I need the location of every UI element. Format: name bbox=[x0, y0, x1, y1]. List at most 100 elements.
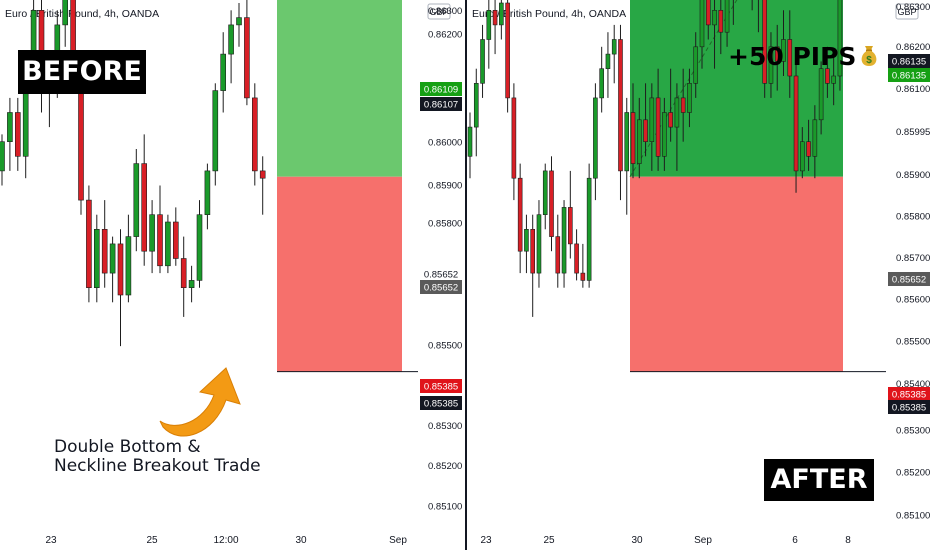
candle-down bbox=[618, 39, 623, 172]
candle-up bbox=[662, 112, 667, 157]
candle-down bbox=[668, 112, 673, 128]
before-badge: BEFORE bbox=[18, 50, 146, 94]
candle-up bbox=[149, 214, 155, 252]
price-tag-gray bbox=[888, 272, 930, 286]
candle-up bbox=[94, 229, 100, 289]
x-tick-label: Sep bbox=[694, 535, 712, 546]
price-tag-gray bbox=[420, 280, 462, 294]
after-badge: AFTER bbox=[764, 459, 874, 501]
candle-up bbox=[837, 0, 843, 77]
candle-up bbox=[486, 10, 492, 40]
result-label: +50 PIPS $ bbox=[728, 42, 879, 71]
x-tick-label: 23 bbox=[480, 535, 492, 546]
profit-zone bbox=[630, 0, 843, 177]
y-tick-label: 0.85300 bbox=[896, 426, 930, 437]
currency-box bbox=[895, 3, 919, 20]
y-tick-label: 0.85400 bbox=[896, 379, 930, 390]
candle-down bbox=[15, 112, 21, 157]
candle-down bbox=[511, 97, 517, 179]
candle-down bbox=[173, 221, 179, 259]
annotation-line-1: Double Bottom & bbox=[54, 437, 201, 457]
candle-up bbox=[204, 170, 211, 215]
candle-up bbox=[599, 68, 604, 99]
candle-down bbox=[705, 0, 711, 26]
candle-up bbox=[687, 83, 692, 113]
candle-up bbox=[586, 177, 592, 281]
candle-up bbox=[480, 39, 485, 84]
candle-down bbox=[180, 258, 187, 289]
loss-zone bbox=[277, 176, 402, 372]
candle-up bbox=[624, 112, 630, 172]
candle-up bbox=[62, 0, 69, 26]
candle-down bbox=[643, 119, 648, 143]
y-tick-label: 0.85500 bbox=[896, 337, 930, 348]
price-tag-green bbox=[420, 82, 462, 96]
loss-zone bbox=[630, 176, 843, 372]
y-tick-label: 0.85800 bbox=[428, 219, 462, 230]
candle-up bbox=[605, 53, 611, 69]
candle-up bbox=[0, 141, 5, 172]
candle-down bbox=[549, 170, 554, 237]
candle-up bbox=[561, 207, 567, 274]
price-tag-red bbox=[420, 379, 462, 393]
panel-divider bbox=[465, 0, 467, 550]
price-tag-red bbox=[888, 387, 930, 401]
candle-up bbox=[220, 53, 226, 91]
candle-down bbox=[762, 0, 767, 84]
svg-text:$: $ bbox=[867, 55, 873, 66]
price-tag-green bbox=[888, 68, 930, 82]
money-bag-icon: $ bbox=[862, 46, 877, 66]
y-tick-label: 0.85800 bbox=[896, 212, 930, 223]
x-tick-label: 30 bbox=[295, 535, 307, 546]
candle-down bbox=[259, 170, 266, 179]
y-tick-label: 0.85100 bbox=[896, 511, 930, 522]
y-tick-label: 0.85600 bbox=[896, 295, 930, 306]
candle-up bbox=[236, 17, 242, 26]
price-tag-label: 0.86135 bbox=[892, 71, 926, 82]
pattern-annotation: Double Bottom & Neckline Breakout Trade bbox=[54, 438, 261, 476]
candle-down bbox=[787, 39, 793, 77]
candle-up bbox=[712, 10, 717, 26]
candle-down bbox=[568, 207, 573, 245]
x-tick-label: 25 bbox=[543, 535, 555, 546]
candle-up bbox=[800, 141, 805, 172]
price-tag-label: 0.85385 bbox=[424, 382, 458, 393]
y-tick-label: 0.86000 bbox=[428, 138, 462, 149]
candle-up bbox=[473, 83, 479, 128]
y-tick-label: 0.86200 bbox=[896, 42, 930, 53]
x-tick-label: 8 bbox=[845, 535, 851, 546]
y-tick-label: 0.86300 bbox=[428, 6, 462, 17]
currency-box bbox=[427, 3, 451, 20]
candle-down bbox=[252, 97, 258, 172]
currency-label: GBP bbox=[429, 7, 448, 17]
candle-down bbox=[825, 68, 830, 84]
candle-down bbox=[530, 229, 536, 274]
candle-up bbox=[109, 243, 116, 274]
profit-zone bbox=[277, 0, 402, 177]
candle-up bbox=[674, 97, 680, 128]
candle-down bbox=[157, 214, 163, 267]
chart-header: Euro / British Pound, 4h, OANDA bbox=[5, 8, 159, 20]
trade-path-line bbox=[629, 0, 738, 177]
candle-up bbox=[724, 0, 730, 33]
candle-down bbox=[101, 229, 108, 274]
x-tick-label: Sep bbox=[389, 535, 407, 546]
candle-up bbox=[636, 119, 642, 164]
x-tick-label: 6 bbox=[792, 535, 798, 546]
candle-up bbox=[467, 126, 473, 157]
price-tag-black bbox=[420, 396, 462, 410]
y-tick-label: 0.85700 bbox=[896, 253, 930, 264]
y-tick-label: 0.85200 bbox=[428, 461, 462, 472]
candle-down bbox=[630, 112, 636, 164]
candle-up bbox=[812, 119, 818, 157]
price-tag-label: 0.85385 bbox=[892, 403, 926, 414]
price-tag-label: 0.85652 bbox=[892, 275, 926, 286]
chart-header: Euro / British Pound, 4h, OANDA bbox=[472, 8, 626, 20]
price-tag-label: 0.85652 bbox=[424, 270, 458, 281]
candle-down bbox=[580, 272, 586, 281]
before-panel: Euro / British Pound, 4h, OANDA GBP0.8630… bbox=[0, 0, 462, 546]
candle-down bbox=[492, 10, 498, 26]
candle-up bbox=[649, 97, 655, 143]
